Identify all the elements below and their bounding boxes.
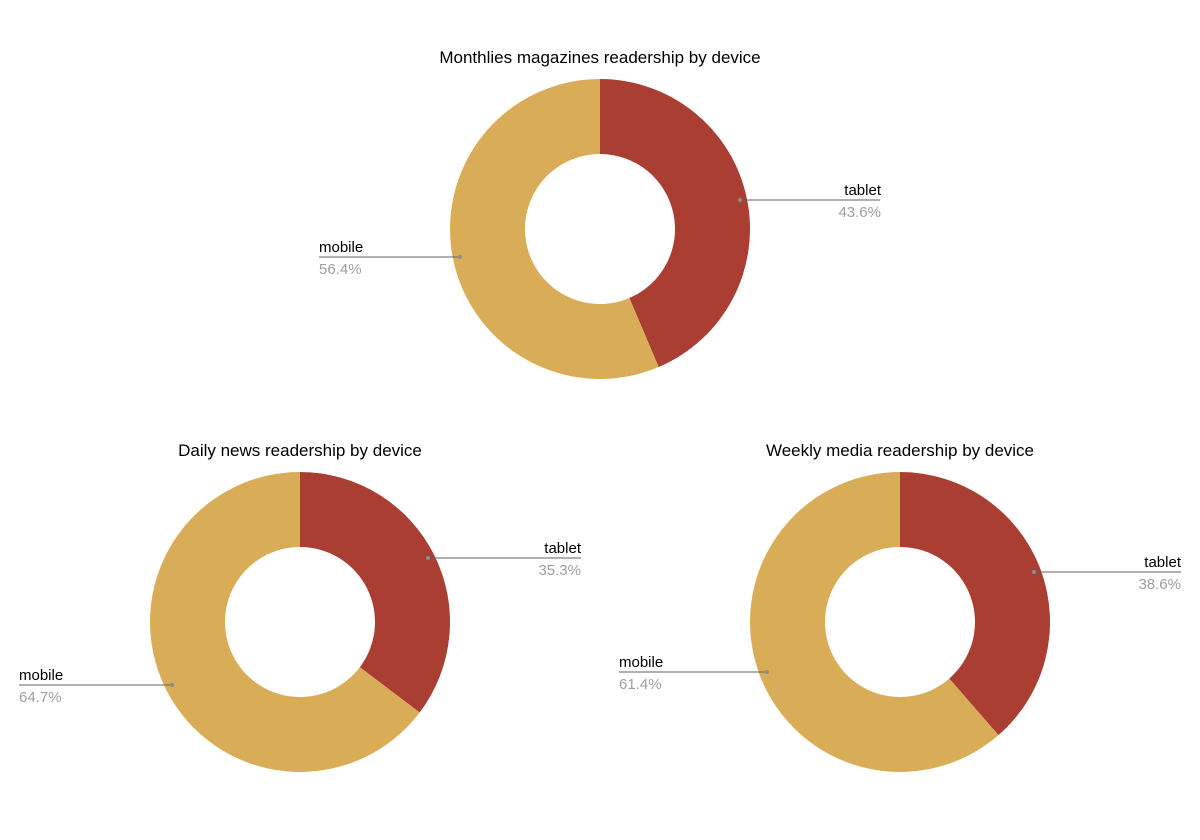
label-mobile: mobile 64.7%: [19, 667, 174, 706]
label-tablet: tablet 43.6%: [738, 182, 882, 221]
chart-title: Monthlies magazines readership by device: [439, 48, 760, 67]
slice-tablet[interactable]: [300, 472, 451, 713]
slice-tablet[interactable]: [600, 79, 751, 368]
leader-dot-mobile: [458, 255, 462, 259]
slices: [749, 472, 1050, 772]
category-label-mobile: mobile: [19, 667, 63, 684]
leader-dot-mobile: [765, 670, 769, 674]
value-label-tablet: 35.3%: [538, 562, 581, 579]
value-label-mobile: 61.4%: [619, 676, 662, 693]
label-mobile: mobile 56.4%: [319, 239, 462, 278]
category-label-mobile: mobile: [319, 239, 363, 256]
leader-dot-tablet: [738, 198, 742, 202]
donut-chart-daily-news: Daily news readership by device tablet 3…: [19, 441, 582, 772]
slice-tablet[interactable]: [900, 472, 1050, 736]
label-tablet: tablet 35.3%: [426, 540, 582, 579]
leader-dot-mobile: [170, 683, 174, 687]
value-label-tablet: 43.6%: [838, 204, 881, 221]
label-tablet: tablet 38.6%: [1032, 554, 1182, 593]
label-mobile: mobile 61.4%: [619, 654, 769, 693]
value-label-mobile: 56.4%: [319, 261, 362, 278]
slices: [150, 471, 451, 772]
leader-dot-tablet: [426, 556, 430, 560]
chart-title: Daily news readership by device: [178, 441, 422, 460]
chart-title: Weekly media readership by device: [766, 441, 1034, 460]
category-label-mobile: mobile: [619, 654, 663, 671]
category-label-tablet: tablet: [544, 540, 582, 557]
donut-chart-weekly-media: Weekly media readership by device tablet…: [619, 441, 1182, 772]
slice-mobile[interactable]: [749, 472, 999, 772]
slices: [450, 79, 751, 379]
slice-mobile[interactable]: [150, 471, 420, 772]
slice-mobile[interactable]: [450, 79, 659, 379]
value-label-tablet: 38.6%: [1138, 576, 1181, 593]
donut-chart-monthlies: Monthlies magazines readership by device…: [319, 48, 882, 379]
value-label-mobile: 64.7%: [19, 689, 62, 706]
leader-dot-tablet: [1032, 570, 1036, 574]
category-label-tablet: tablet: [844, 182, 882, 199]
category-label-tablet: tablet: [1144, 554, 1182, 571]
